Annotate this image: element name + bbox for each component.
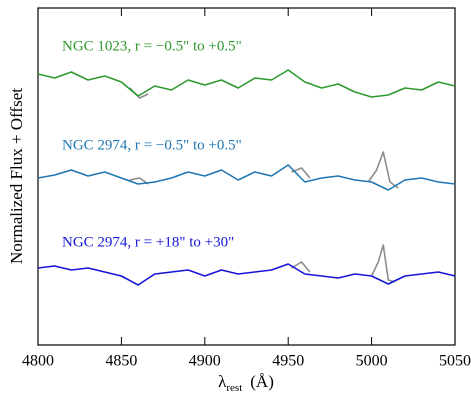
plot-frame: [37, 7, 456, 346]
x-axis-symbol: λ: [218, 372, 227, 391]
spectrum-label: NGC 2974, r = −0.5" to +0.5": [62, 137, 242, 153]
spectrum-line: [37, 164, 456, 191]
x-axis-subscript: rest: [226, 382, 242, 394]
x-tick-label: 4800: [22, 353, 54, 370]
spectrum-line: [129, 151, 399, 189]
y-axis-label: Normalized Flux + Offset: [7, 88, 26, 264]
spectrum-line: [37, 69, 456, 98]
spectrum-label: NGC 2974, r = +18" to +30": [62, 234, 234, 250]
spectrum-line: [291, 244, 396, 283]
x-axis-label: λrest (Å): [218, 372, 274, 394]
spectrum-line: [129, 87, 149, 99]
x-axis-unit: (Å): [250, 372, 274, 391]
spectrum-line: [37, 263, 456, 286]
x-tick-label: 5050: [439, 353, 471, 370]
x-tick-label: 4950: [272, 353, 304, 370]
x-tick-label: 4850: [105, 353, 137, 370]
spectrum-label: NGC 1023, r = −0.5" to +0.5": [62, 38, 242, 54]
x-tick-label: 4900: [189, 353, 221, 370]
x-tick-label: 5000: [356, 353, 388, 370]
